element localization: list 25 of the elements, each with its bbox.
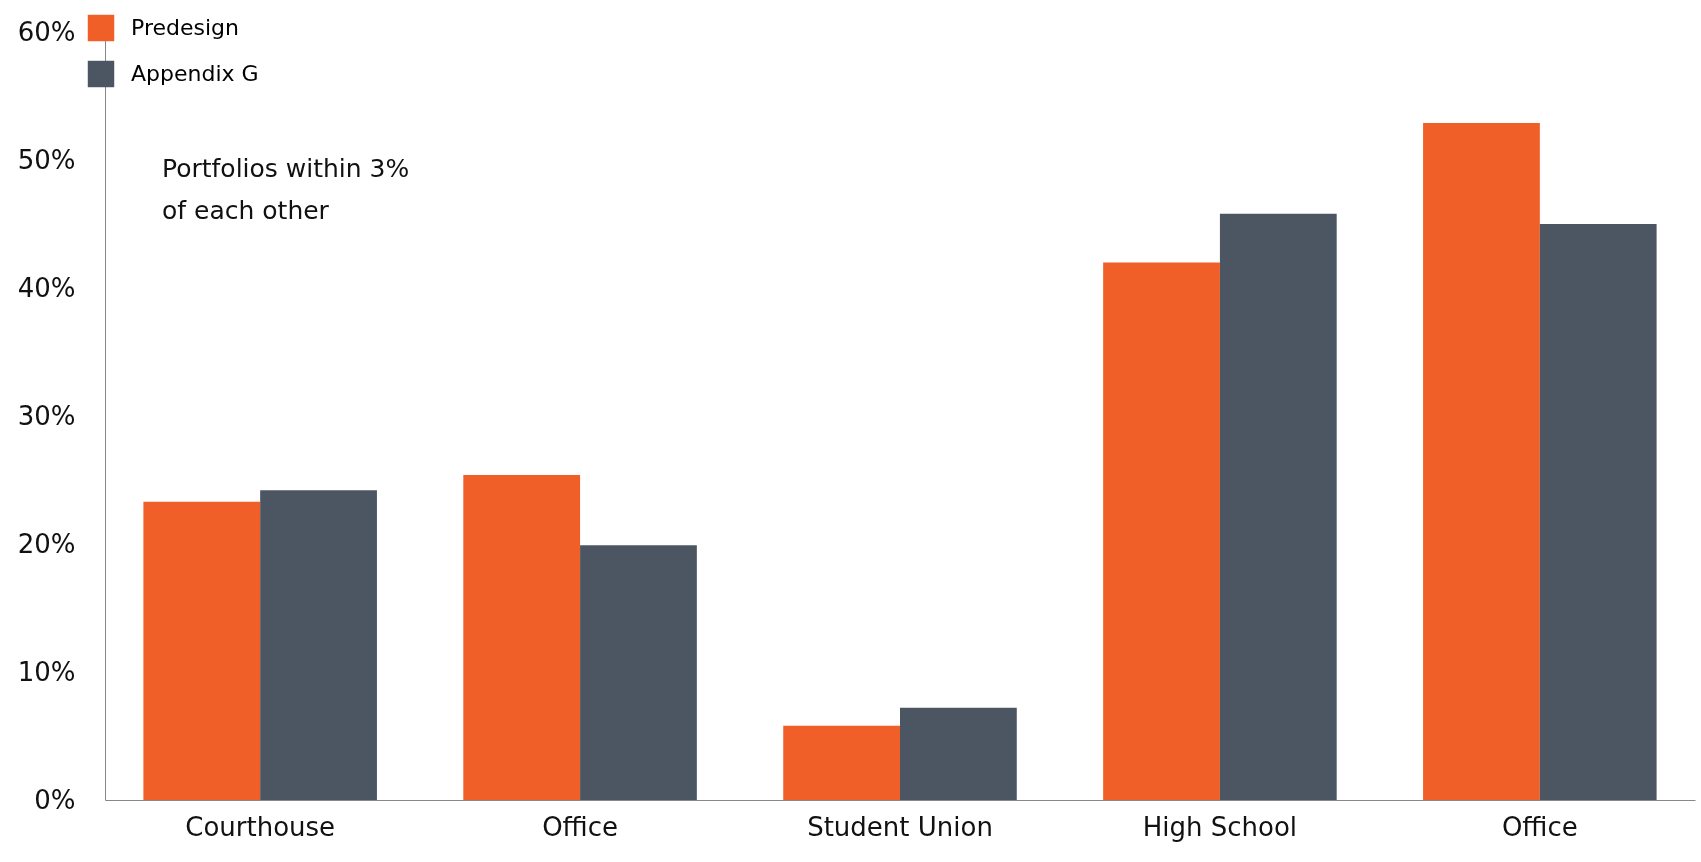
y-tick-label: 60% xyxy=(17,16,76,47)
x-tick-label: Courthouse xyxy=(185,811,336,842)
bar xyxy=(463,474,581,800)
y-tick-label: 20% xyxy=(17,528,76,559)
bar xyxy=(580,545,697,800)
annotation: Portfolios within 3% of each other xyxy=(162,154,410,225)
x-tick-label: Office xyxy=(542,811,619,842)
legend-label: Appendix G xyxy=(131,61,259,86)
x-tick-label: Student Union xyxy=(807,811,993,842)
bar xyxy=(1219,213,1337,800)
bar xyxy=(143,501,261,800)
y-tick-label: 40% xyxy=(17,272,76,303)
bar xyxy=(260,490,377,800)
bar xyxy=(1539,224,1657,800)
y-tick-label: 0% xyxy=(34,784,76,815)
bar xyxy=(1103,262,1220,800)
bar xyxy=(783,725,900,800)
y-tick-label: 30% xyxy=(17,400,76,431)
bar xyxy=(1423,122,1540,800)
y-tick-label: 10% xyxy=(17,656,76,687)
bar xyxy=(900,707,1017,800)
legend-label: Predesign xyxy=(131,15,239,40)
x-tick-label: Office xyxy=(1501,811,1578,842)
x-tick-label: High School xyxy=(1142,811,1298,842)
y-tick-label: 50% xyxy=(17,144,76,175)
